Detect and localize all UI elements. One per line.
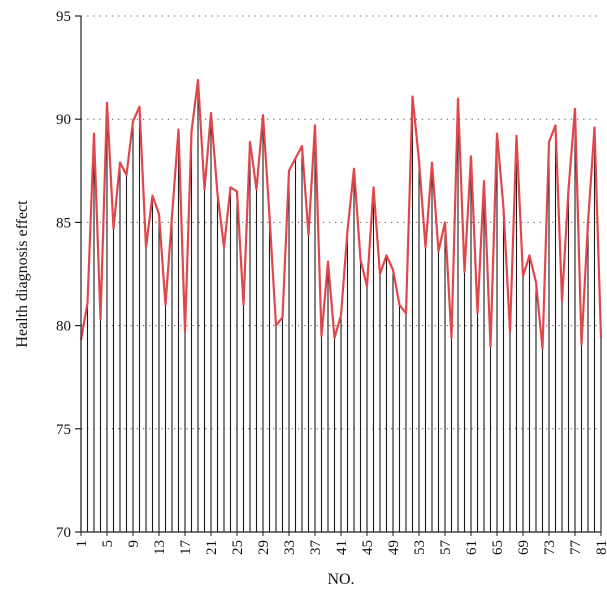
x-tick-label: 81: [594, 540, 607, 555]
x-tick-label: 17: [178, 540, 194, 556]
y-tick-label: 75: [56, 422, 71, 438]
x-tick-label: 29: [256, 540, 272, 555]
x-axis-title: NO.: [327, 571, 354, 588]
y-tick-label: 95: [56, 9, 71, 25]
x-tick-label: 33: [282, 540, 298, 555]
x-tick-label: 57: [438, 540, 454, 556]
axes: [75, 15, 602, 536]
x-tick-labels: 1 5 9 13 17 21 25 29 33 37 41 45 49 53 57 61 65 69 73 77 81: [74, 540, 607, 556]
x-tick-label: 25: [230, 540, 246, 555]
x-tick-label: 21: [204, 540, 220, 555]
x-tick-label: 65: [490, 540, 506, 555]
x-tick-label: 41: [334, 540, 350, 555]
x-tick-label: 61: [464, 540, 480, 555]
y-tick-label: 85: [56, 215, 71, 231]
x-tick-label: 73: [542, 540, 558, 555]
x-tick-label: 13: [152, 540, 168, 555]
x-tick-label: 1: [74, 540, 90, 548]
x-tick-label: 49: [386, 540, 402, 555]
y-tick-label: 70: [56, 525, 71, 541]
y-tick-label: 80: [56, 319, 71, 335]
x-tick-label: 9: [126, 540, 142, 548]
x-tick-label: 5: [100, 540, 116, 548]
x-tick-label: 77: [568, 540, 584, 556]
x-tick-label: 37: [308, 540, 324, 556]
x-tick-label: 45: [360, 540, 376, 555]
y-tick-label: 90: [56, 112, 71, 128]
data-stems: [80, 79, 602, 532]
x-tick-label: 69: [516, 540, 532, 555]
y-tick-labels: 70 75 80 85 90 95: [56, 9, 71, 541]
y-axis-title: Health diagnosis effect: [14, 200, 31, 348]
x-tick-label: 53: [412, 540, 428, 555]
series-line: [79, 78, 603, 350]
